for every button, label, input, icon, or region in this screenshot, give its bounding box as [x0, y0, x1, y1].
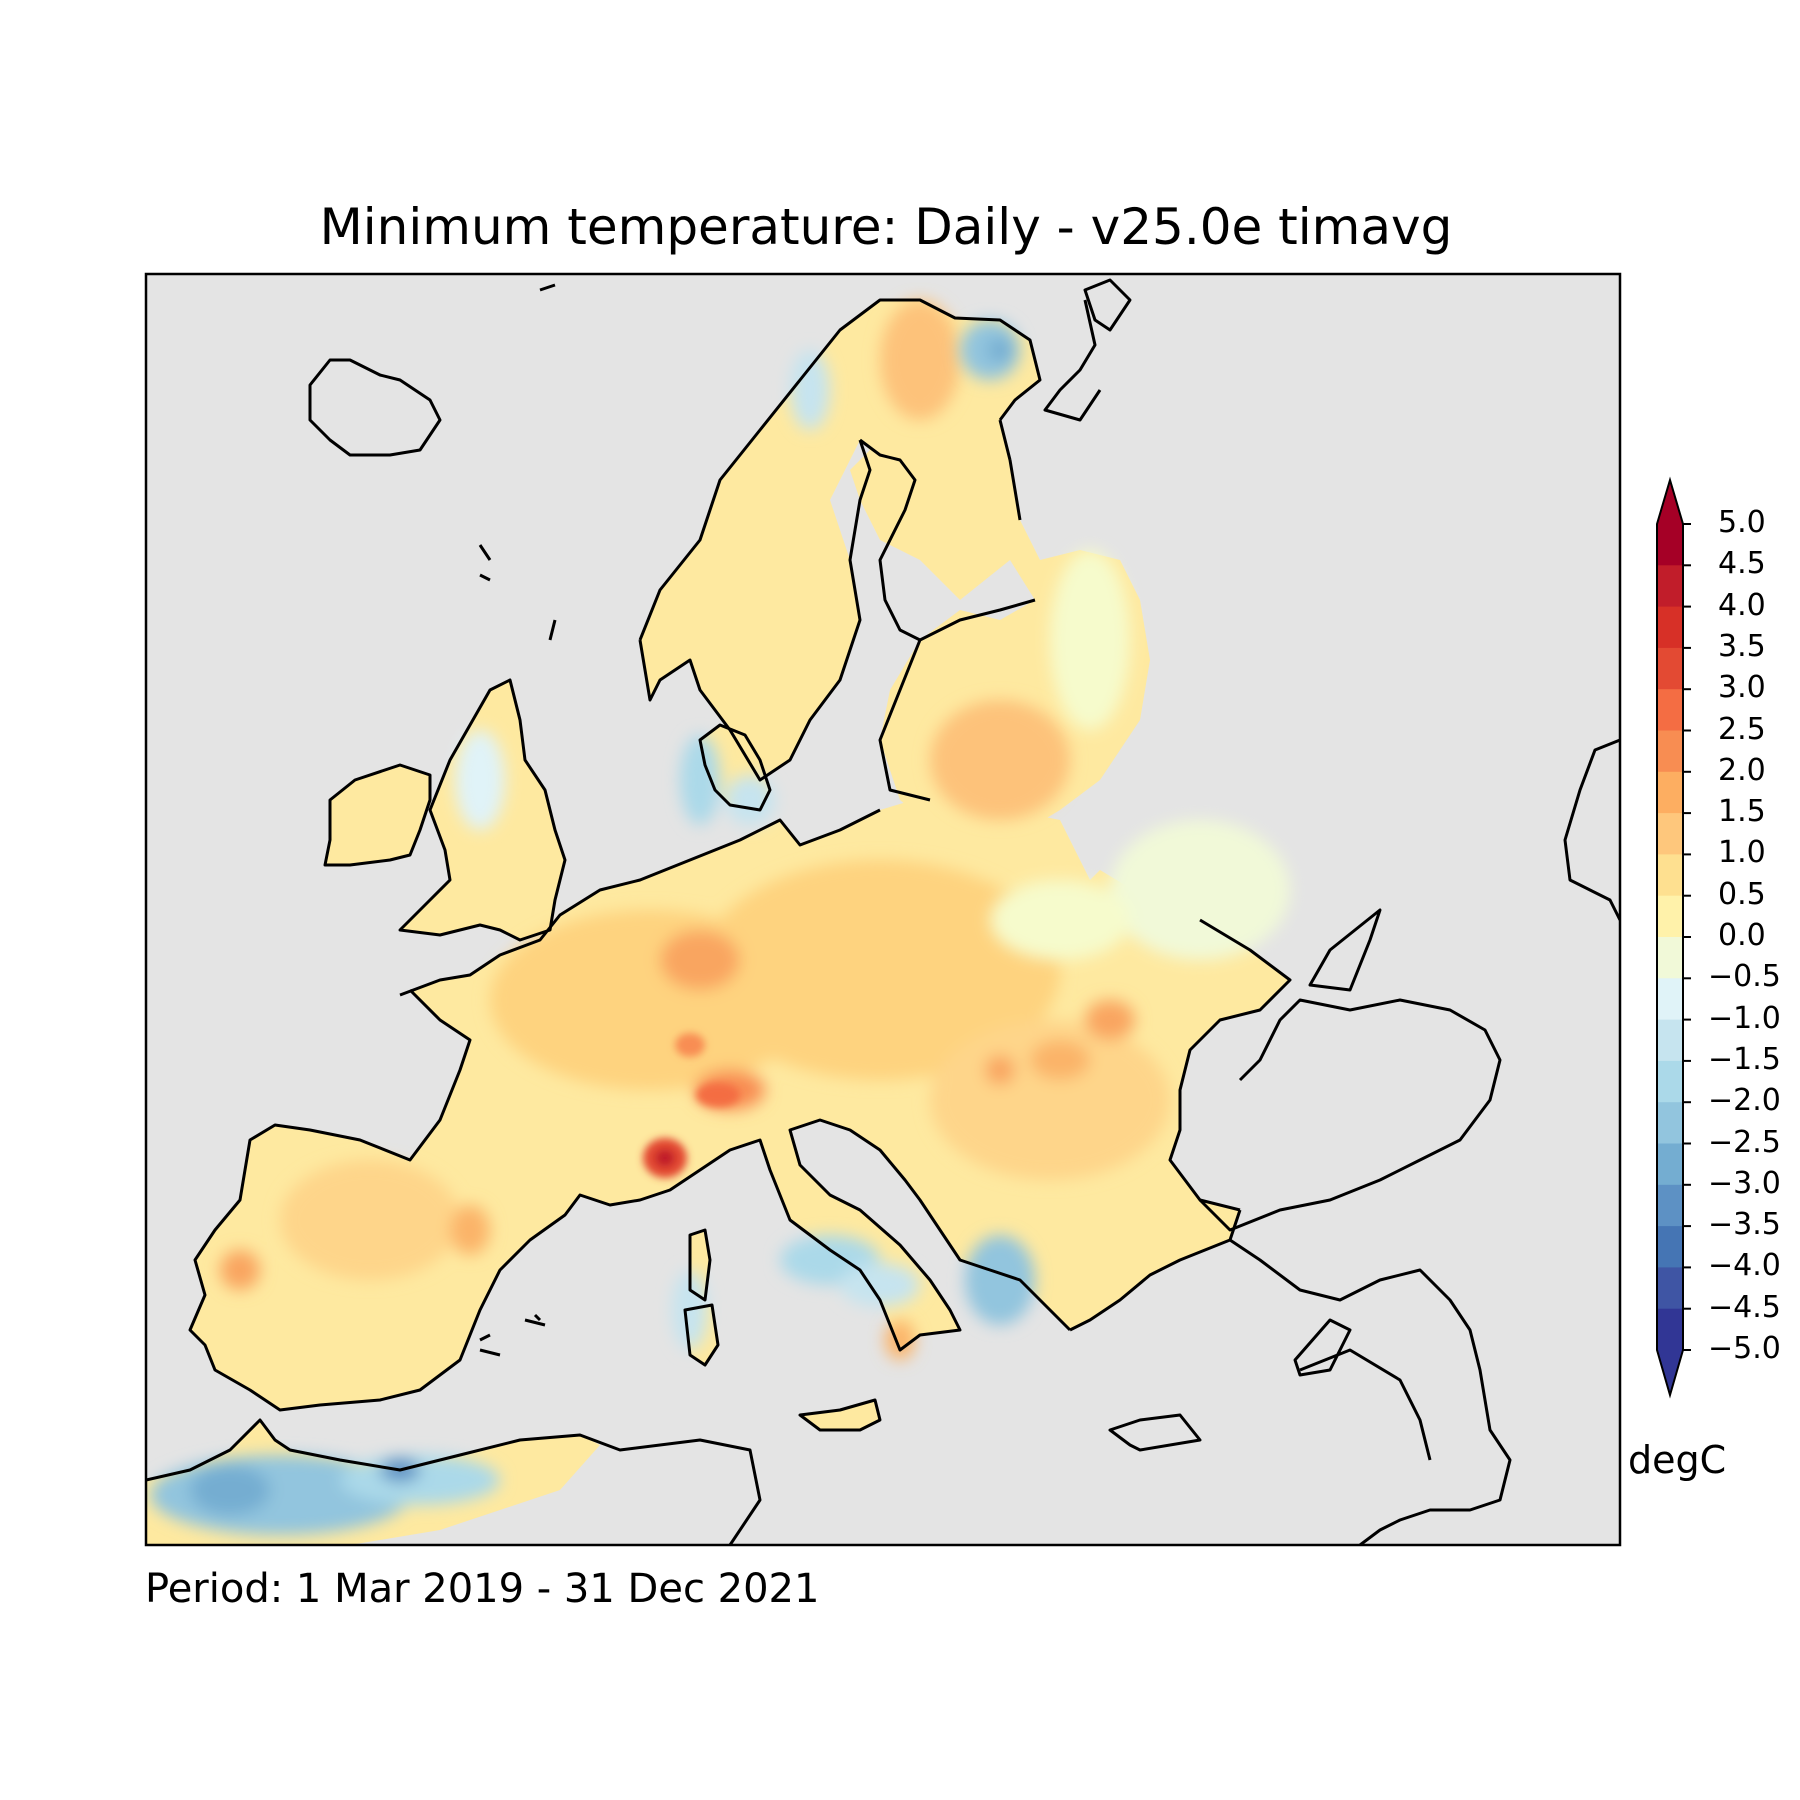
- colorbar-segment: [1657, 1308, 1683, 1351]
- colorbar-segment: [1657, 1019, 1683, 1062]
- colorbar-segment: [1657, 937, 1683, 979]
- colorbar-tick-label: −0.5: [1708, 959, 1781, 995]
- colorbar-tick-label: 1.5: [1718, 794, 1766, 830]
- colorbar-segment: [1657, 524, 1683, 566]
- colorbar-tick-label: −3.5: [1708, 1207, 1781, 1243]
- colorbar-segments: [1657, 524, 1683, 1351]
- colorbar-segment: [1657, 1226, 1683, 1268]
- colorbar-tick-label: 4.0: [1718, 587, 1766, 623]
- colorbar-segment: [1657, 647, 1683, 690]
- colorbar-segment: [1657, 854, 1683, 897]
- colorbar-unit-label: degC: [1628, 1438, 1727, 1482]
- warm-anomalies: [220, 300, 1170, 1360]
- colorbar-tick-label: 4.5: [1718, 546, 1766, 582]
- colorbar-tick-label: −4.5: [1708, 1289, 1781, 1325]
- coastlines: [146, 278, 1620, 1545]
- colorbar-tick-label: −1.0: [1708, 1000, 1781, 1036]
- colorbar-tick-label: 3.5: [1718, 628, 1766, 664]
- colorbar-tick-marks: [1683, 523, 1691, 1351]
- colorbar-tick-label: 0.5: [1718, 876, 1766, 912]
- temperature-field: [146, 278, 1620, 1545]
- colorbar-segment: [1657, 689, 1683, 731]
- colorbar-tick-label: 5.0: [1718, 505, 1766, 540]
- colorbar-tick-label: 0.0: [1718, 918, 1766, 953]
- colorbar-tick-label: −3.0: [1708, 1165, 1781, 1201]
- colorbar-segment: [1657, 895, 1683, 938]
- colorbar-tick-label: 2.5: [1718, 711, 1766, 747]
- colorbar-segment: [1657, 1060, 1683, 1103]
- colorbar-tick-label: 3.0: [1718, 670, 1766, 706]
- colorbar-tick-label: 2.0: [1718, 752, 1766, 788]
- colorbar-tick-label: 1.0: [1718, 835, 1766, 871]
- period-label: Period: 1 Mar 2019 - 31 Dec 2021: [145, 1566, 820, 1612]
- colorbar-segment: [1657, 978, 1683, 1021]
- colorbar-segment: [1657, 565, 1683, 608]
- colorbar-tick-label: −2.0: [1708, 1083, 1781, 1119]
- colorbar-tick-label: −4.0: [1708, 1248, 1781, 1284]
- hot-spots: [643, 1033, 740, 1178]
- colorbar-segment: [1657, 730, 1683, 773]
- cool-anomalies: [150, 320, 1290, 1535]
- colorbar-under-extension: [1657, 1350, 1683, 1395]
- colorbar-tick-label: −1.5: [1708, 1041, 1781, 1077]
- colorbar-segment: [1657, 1184, 1683, 1227]
- colorbar-segment: [1657, 1102, 1683, 1144]
- colorbar-segment: [1657, 771, 1683, 814]
- chart-title: Minimum temperature: Daily - v25.0e tima…: [319, 198, 1453, 256]
- colorbar-segment: [1657, 606, 1683, 649]
- colorbar-segment: [1657, 1267, 1683, 1310]
- colorbar-segment: [1657, 1143, 1683, 1186]
- colorbar-tick-label: −2.5: [1708, 1124, 1781, 1160]
- colorbar-segment: [1657, 813, 1683, 855]
- colorbar-tick-label: −5.0: [1708, 1331, 1781, 1366]
- colorbar-over-extension: [1657, 480, 1683, 524]
- map-frame: [144, 272, 1622, 1547]
